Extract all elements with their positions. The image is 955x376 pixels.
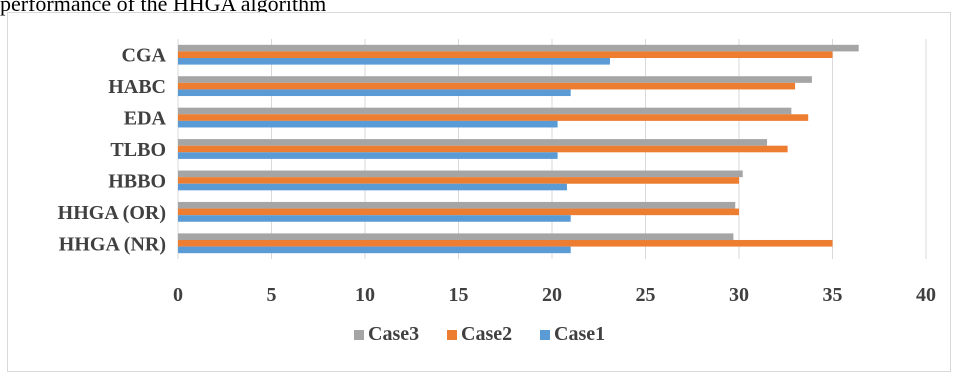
bar-case3 (178, 44, 859, 52)
x-tick-label: 35 (823, 284, 843, 306)
category-labels: HHGA (NR) HHGA (OR) HBBO TLBO EDA HABC CGA (58, 45, 167, 256)
bar-case3 (178, 76, 812, 83)
legend-label-case2: Case2 (461, 323, 512, 345)
bar-case3 (178, 170, 743, 178)
bar-case1 (178, 215, 571, 222)
x-tick-label: 30 (729, 284, 749, 306)
bar-case2 (178, 177, 739, 184)
legend: Case3 Case2 Case1 (354, 323, 605, 345)
legend-swatch-case3 (354, 330, 364, 340)
legend-label-case1: Case1 (554, 323, 605, 345)
legend-swatch-case2 (447, 330, 457, 340)
category-label: HABC (108, 76, 166, 98)
category-label: TLBO (110, 139, 166, 161)
bar-case3 (178, 233, 734, 240)
bar-case1 (178, 120, 558, 128)
x-tick-label: 10 (355, 284, 375, 306)
bar-case1 (178, 246, 571, 254)
x-tick-label: 0 (173, 284, 183, 306)
category-label: HHGA (OR) (58, 202, 166, 224)
x-tick-labels: 0 5 10 15 20 25 30 35 40 (173, 284, 936, 306)
bar-chart: HHGA (NR) HHGA (OR) HBBO TLBO EDA HABC CGA 0 5 1… (58, 39, 936, 345)
bar-case2 (178, 239, 833, 247)
bar-case3 (178, 107, 792, 115)
bar-case2 (178, 82, 796, 90)
x-tick-label: 25 (636, 284, 656, 306)
x-tick-label: 5 (267, 284, 277, 306)
legend-label-case3: Case3 (368, 323, 419, 345)
bar-case2 (178, 208, 739, 216)
bar-case1 (178, 58, 610, 65)
bar-case2 (178, 51, 833, 59)
bar-case3 (178, 201, 736, 209)
chart-area: HHGA (NR) HHGA (OR) HBBO TLBO EDA HABC CGA 0 5 1… (7, 12, 951, 372)
bar-case2 (178, 114, 809, 121)
category-label: HHGA (NR) (59, 233, 166, 255)
bar-case1 (178, 89, 571, 97)
x-tick-label: 20 (542, 284, 562, 306)
x-tick-label: 40 (916, 284, 936, 306)
category-label: CGA (122, 45, 167, 67)
category-label: EDA (124, 108, 167, 130)
legend-swatch-case1 (540, 330, 550, 340)
bar-case1 (178, 152, 558, 159)
x-tick-label: 15 (449, 284, 469, 306)
bar-case3 (178, 139, 768, 146)
category-label: HBBO (108, 170, 166, 192)
bar-case2 (178, 145, 788, 153)
bars (178, 44, 859, 254)
bar-case1 (178, 183, 567, 191)
